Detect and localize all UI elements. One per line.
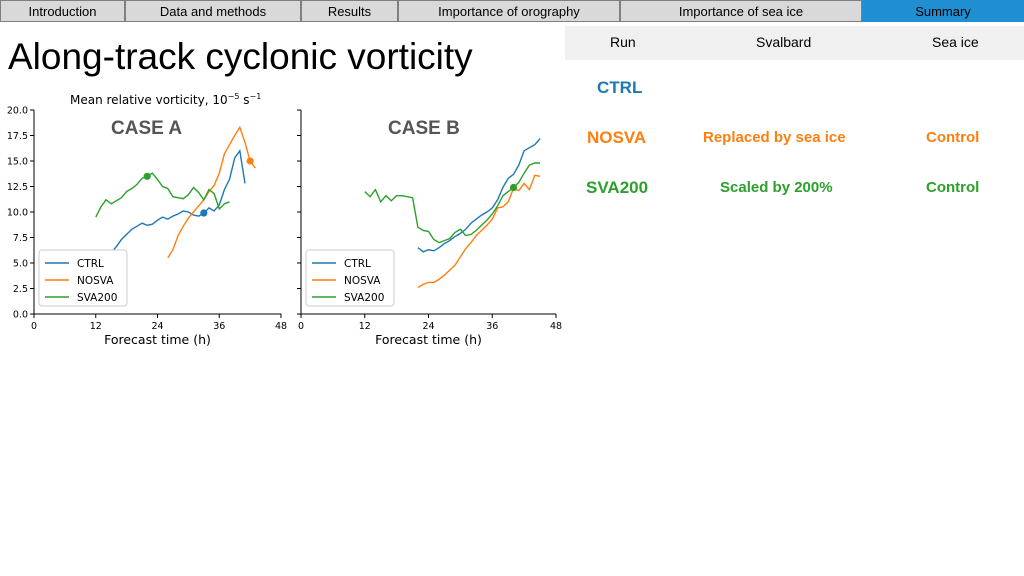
chart-b-line-ctrl [417,138,541,253]
chart-a-legend-label-ctrl: CTRL [77,258,104,270]
chart-a-legend [38,249,128,307]
chart-a-y-tick-label: 17.5 [7,131,28,142]
vorticity-charts: 0 12 24 36 48 0.0 2.5 5.0 7.5 10.0 12.5 15.0 17.5 20.… [7,106,562,348]
chart-a-x-tick-label: 12 [90,321,102,332]
chart-a-x-tick-label: 48 [275,321,287,332]
chart-a-x-tick-label: 24 [151,321,163,332]
header-run: Run [610,34,636,50]
chart-b-x-tick-label: 36 [486,321,498,332]
tab-introduction[interactable]: Introduction [0,0,125,22]
chart-b-max-marker-sva200 [509,183,518,192]
header-sea-ice: Sea ice [932,34,979,50]
run-table-header [565,26,1024,60]
sva200-sea-ice: Control [926,179,980,196]
chart-a-y-tick-label: 2.5 [13,284,28,295]
chart-a-x-tick-label: 36 [213,321,225,332]
nosva-sea-ice: Control [926,129,980,146]
chart-a-x-label: Forecast time (h) [104,332,211,347]
chart-b-line-nosva [417,174,541,289]
slide-title: Along-track cyclonic vorticity [8,36,473,77]
chart-a-y-tick-label: 0.0 [13,310,28,321]
plot-title-main: Mean relative vorticity, 10 [70,93,228,107]
tab-results[interactable]: Results [301,0,398,22]
chart-b-legend-label-sva200: SVA200 [344,292,384,304]
header-svalbard: Svalbard [756,34,812,50]
plot-title: Mean relative vorticity, 10−5 s−1 [70,92,261,107]
chart-b-x-tick-label: 12 [359,321,371,332]
chart-a-line-sva200 [95,172,230,218]
tab-importance-of-sea-ice[interactable]: Importance of sea ice [620,0,862,22]
chart-b-x-tick-label: 24 [422,321,434,332]
tab-data-and-methods[interactable]: Data and methods [125,0,301,22]
plot-title-exponent: −5 [227,92,240,101]
case-a-label: CASE A [111,118,183,139]
run-sva200: SVA200 [586,178,649,197]
plot-title-unit-exponent: −1 [249,92,262,101]
sva200-svalbard: Scaled by 200% [720,179,833,196]
chart-a-line-nosva [167,125,256,259]
chart-b-legend [305,249,395,307]
chart-a-max-marker-ctrl [200,209,208,217]
plot-title-unit: s [239,93,250,107]
chart-b-x-tick-label: 48 [550,321,562,332]
chart-b-x-tick-label: 0 [298,321,304,332]
chart-a-max-marker-nosva [246,157,254,165]
chart-a-y-tick-label: 20.0 [7,106,28,117]
chart-b-legend-label-ctrl: CTRL [344,258,371,270]
run-ctrl: CTRL [597,78,643,97]
chart-a-y-tick-label: 10.0 [7,208,28,219]
chart-a-y-tick-label: 15.0 [7,157,28,168]
tab-importance-of-orography[interactable]: Importance of orography [398,0,620,22]
chart-b-x-label: Forecast time (h) [375,332,482,347]
case-b-label: CASE B [388,118,460,139]
nosva-svalbard: Replaced by sea ice [703,129,846,146]
chart-b-legend-label-nosva: NOSVA [344,275,381,287]
chart-a-line-ctrl [100,149,246,261]
chart-a-legend-label-sva200: SVA200 [77,292,117,304]
chart-a-y-tick-label: 5.0 [13,259,28,270]
chart-a-legend-label-nosva: NOSVA [77,275,114,287]
tab-summary[interactable]: Summary [862,0,1024,22]
section-nav: Introduction Data and methods Results Im… [0,0,1024,22]
run-nosva: NOSVA [587,128,647,147]
chart-a-y-tick-label: 12.5 [7,182,28,193]
chart-a-y-tick-label: 7.5 [13,233,28,244]
chart-a-max-marker-sva200 [143,172,151,180]
chart-a-x-tick-label: 0 [31,321,37,332]
